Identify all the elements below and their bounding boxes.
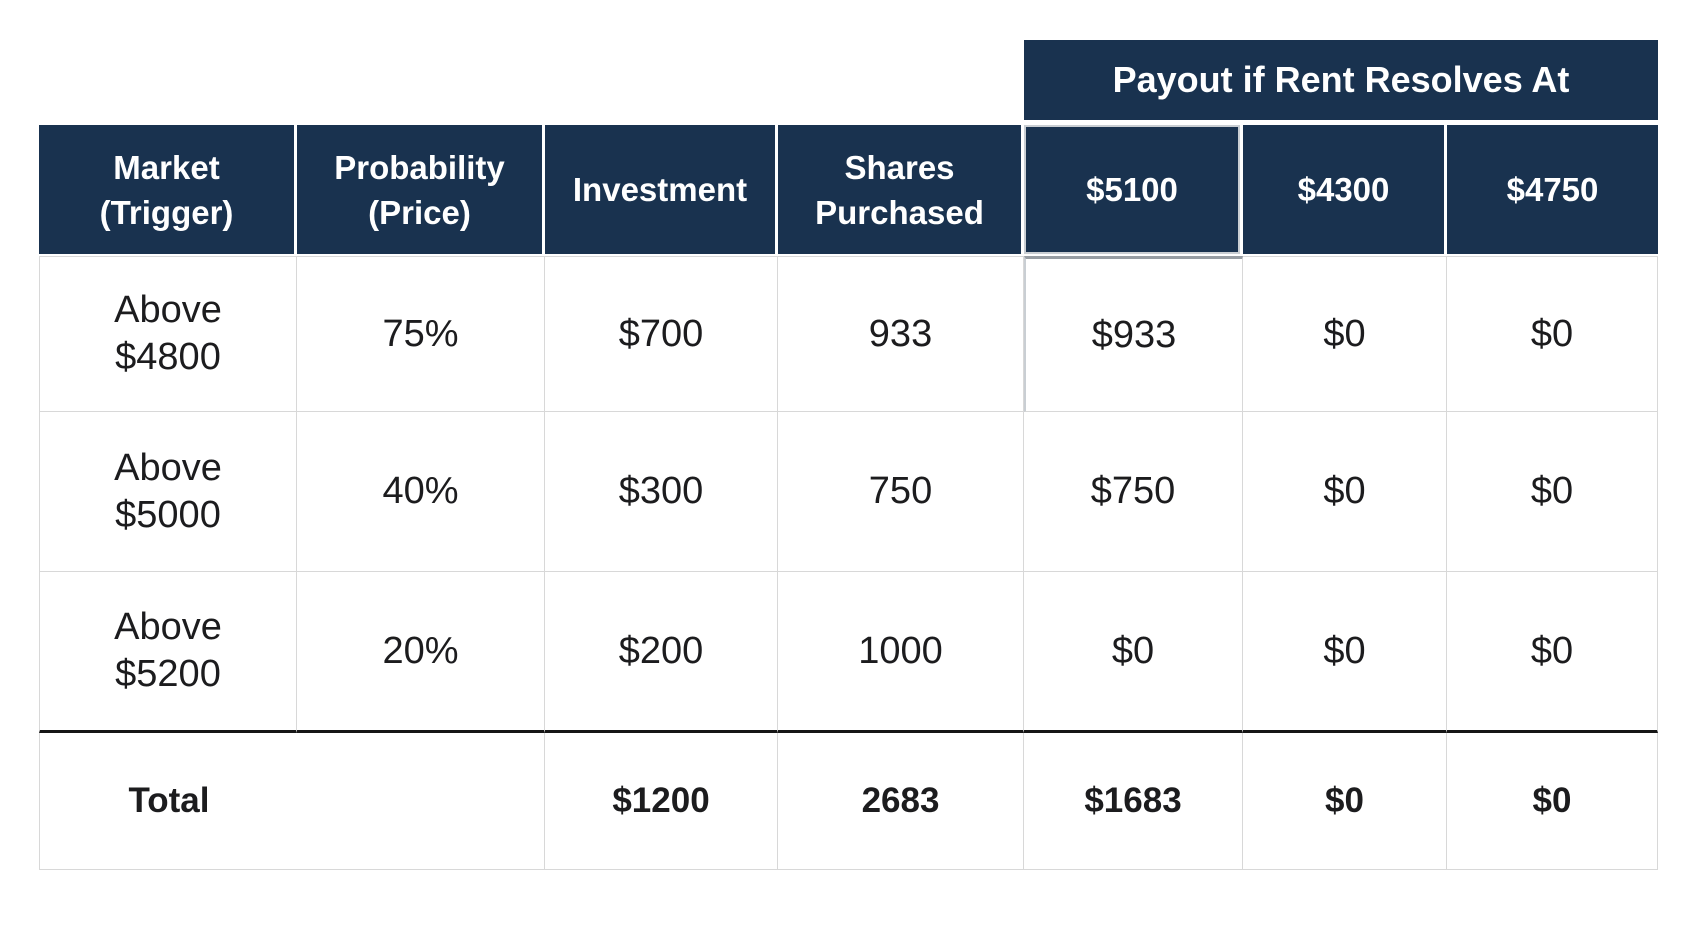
banner-left-spacer (39, 40, 1024, 125)
total-label: Total (128, 781, 210, 820)
cell-payout-4300: $0 (1243, 256, 1447, 412)
header-payout-5100-label: $5100 (1086, 171, 1178, 208)
total-label-cell: Total (39, 733, 545, 870)
cell-shares: 750 (778, 412, 1024, 572)
market-line1: Above (114, 289, 222, 331)
header-shares-line1: Shares (844, 148, 955, 186)
total-payout-4750: $0 (1447, 733, 1658, 870)
cell-probability: 40% (297, 412, 545, 572)
header-payout-4750-label: $4750 (1506, 171, 1599, 208)
header-investment-label: Investment (572, 171, 748, 208)
cell-investment: $700 (545, 256, 778, 412)
total-payout-5100: $1683 (1024, 733, 1243, 870)
header-probability-line2: (Price) (368, 193, 471, 231)
cell-shares: 1000 (778, 572, 1024, 733)
header-payout-4300: $4300 (1243, 125, 1447, 256)
cell-investment: $200 (545, 572, 778, 733)
header-payout-4750: $4750 (1447, 125, 1658, 256)
header-market-line1: Market (113, 148, 220, 186)
cell-market: Above $5200 (39, 572, 297, 733)
cell-payout-4750: $0 (1447, 256, 1658, 412)
total-investment: $1200 (545, 733, 778, 870)
header-payout-4300-label: $4300 (1297, 171, 1390, 208)
cell-payout-5100: $0 (1024, 572, 1243, 733)
header-probability-price: Probability (Price) (297, 125, 545, 256)
header-shares-line2: Purchased (815, 193, 984, 231)
header-market-trigger: Market (Trigger) (39, 125, 297, 256)
cell-investment: $300 (545, 412, 778, 572)
market-line2: $5000 (115, 493, 221, 536)
cell-market: Above $4800 (39, 256, 297, 412)
cell-market: Above $5000 (39, 412, 297, 572)
header-payout-5100: $5100 (1024, 125, 1243, 256)
total-shares: 2683 (778, 733, 1024, 870)
header-shares-purchased: Shares Purchased (778, 125, 1024, 256)
payout-table: Payout if Rent Resolves At Market (Trigg… (39, 40, 1658, 870)
cell-probability: 20% (297, 572, 545, 733)
cell-payout-4750: $0 (1447, 572, 1658, 733)
cell-shares: 933 (778, 256, 1024, 412)
market-line1: Above (114, 606, 222, 648)
total-payout-4300: $0 (1243, 733, 1447, 870)
payout-spanner-label: Payout if Rent Resolves At (1112, 59, 1570, 100)
header-probability-line1: Probability (334, 148, 505, 186)
payout-spanner-header: Payout if Rent Resolves At (1024, 40, 1658, 125)
cell-payout-4300: $0 (1243, 412, 1447, 572)
cell-payout-5100: $750 (1024, 412, 1243, 572)
cell-payout-4300: $0 (1243, 572, 1447, 733)
market-line1: Above (114, 446, 222, 489)
market-line2: $5200 (115, 653, 221, 695)
market-line2: $4800 (115, 336, 221, 378)
cell-probability: 75% (297, 256, 545, 412)
header-market-line2: (Trigger) (99, 193, 234, 231)
cell-payout-5100: $933 (1024, 256, 1243, 412)
cell-payout-4750: $0 (1447, 412, 1658, 572)
header-investment: Investment (545, 125, 778, 256)
